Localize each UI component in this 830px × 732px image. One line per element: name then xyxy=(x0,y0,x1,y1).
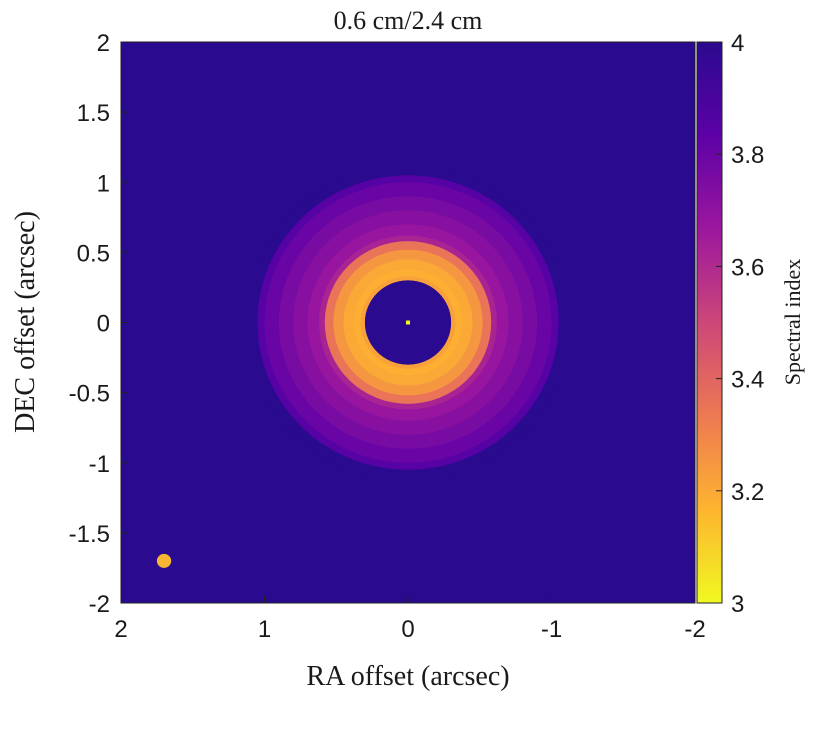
beam-ellipse xyxy=(156,553,172,568)
x-tick-label: -2 xyxy=(684,616,705,643)
colorbar-label: Spectral index xyxy=(780,259,805,385)
colorbar-tick-label: 3 xyxy=(731,591,744,618)
x-tick-label: 1 xyxy=(258,616,271,643)
y-tick-label: -2 xyxy=(89,591,110,618)
y-axis-ticks: -2 -1.5 -1 -0.5 0 0.5 1 1.5 2 xyxy=(69,30,128,618)
heatmap-layer xyxy=(156,165,569,568)
colorbar-tick-label: 3.8 xyxy=(731,142,764,169)
colorbar-ticks: 3 3.2 3.4 3.6 3.8 4 xyxy=(716,30,764,618)
y-tick-label: -1 xyxy=(89,451,110,478)
colorbar-tick-label: 3.6 xyxy=(731,254,764,281)
central-source xyxy=(406,320,410,325)
x-axis-ticks: 2 1 0 -1 -2 xyxy=(114,596,706,643)
x-tick-label: 0 xyxy=(401,616,414,643)
colorbar-tick-label: 3.2 xyxy=(731,479,764,506)
x-axis-label: RA offset (arcsec) xyxy=(306,661,509,692)
y-tick-label: -0.5 xyxy=(69,381,110,408)
chart-title: 0.6 cm/2.4 cm xyxy=(334,6,483,35)
y-tick-label: 1.5 xyxy=(77,100,110,127)
x-tick-label: -1 xyxy=(541,616,562,643)
colorbar-gradient xyxy=(697,42,722,603)
y-tick-label: 1 xyxy=(97,170,110,197)
y-tick-label: 0.5 xyxy=(77,240,110,267)
colorbar: 3 3.2 3.4 3.6 3.8 4 xyxy=(696,30,764,618)
x-tick-label: 2 xyxy=(114,616,127,643)
y-tick-label: 2 xyxy=(97,30,110,57)
y-tick-label: -1.5 xyxy=(69,521,110,548)
colorbar-frame xyxy=(696,41,723,604)
y-axis-label: DEC offset (arcsec) xyxy=(10,211,41,433)
colorbar-tick-label: 3.4 xyxy=(731,367,764,394)
colorbar-tick-label: 4 xyxy=(731,30,744,57)
plot-area xyxy=(120,41,696,604)
y-tick-label: 0 xyxy=(97,311,110,338)
